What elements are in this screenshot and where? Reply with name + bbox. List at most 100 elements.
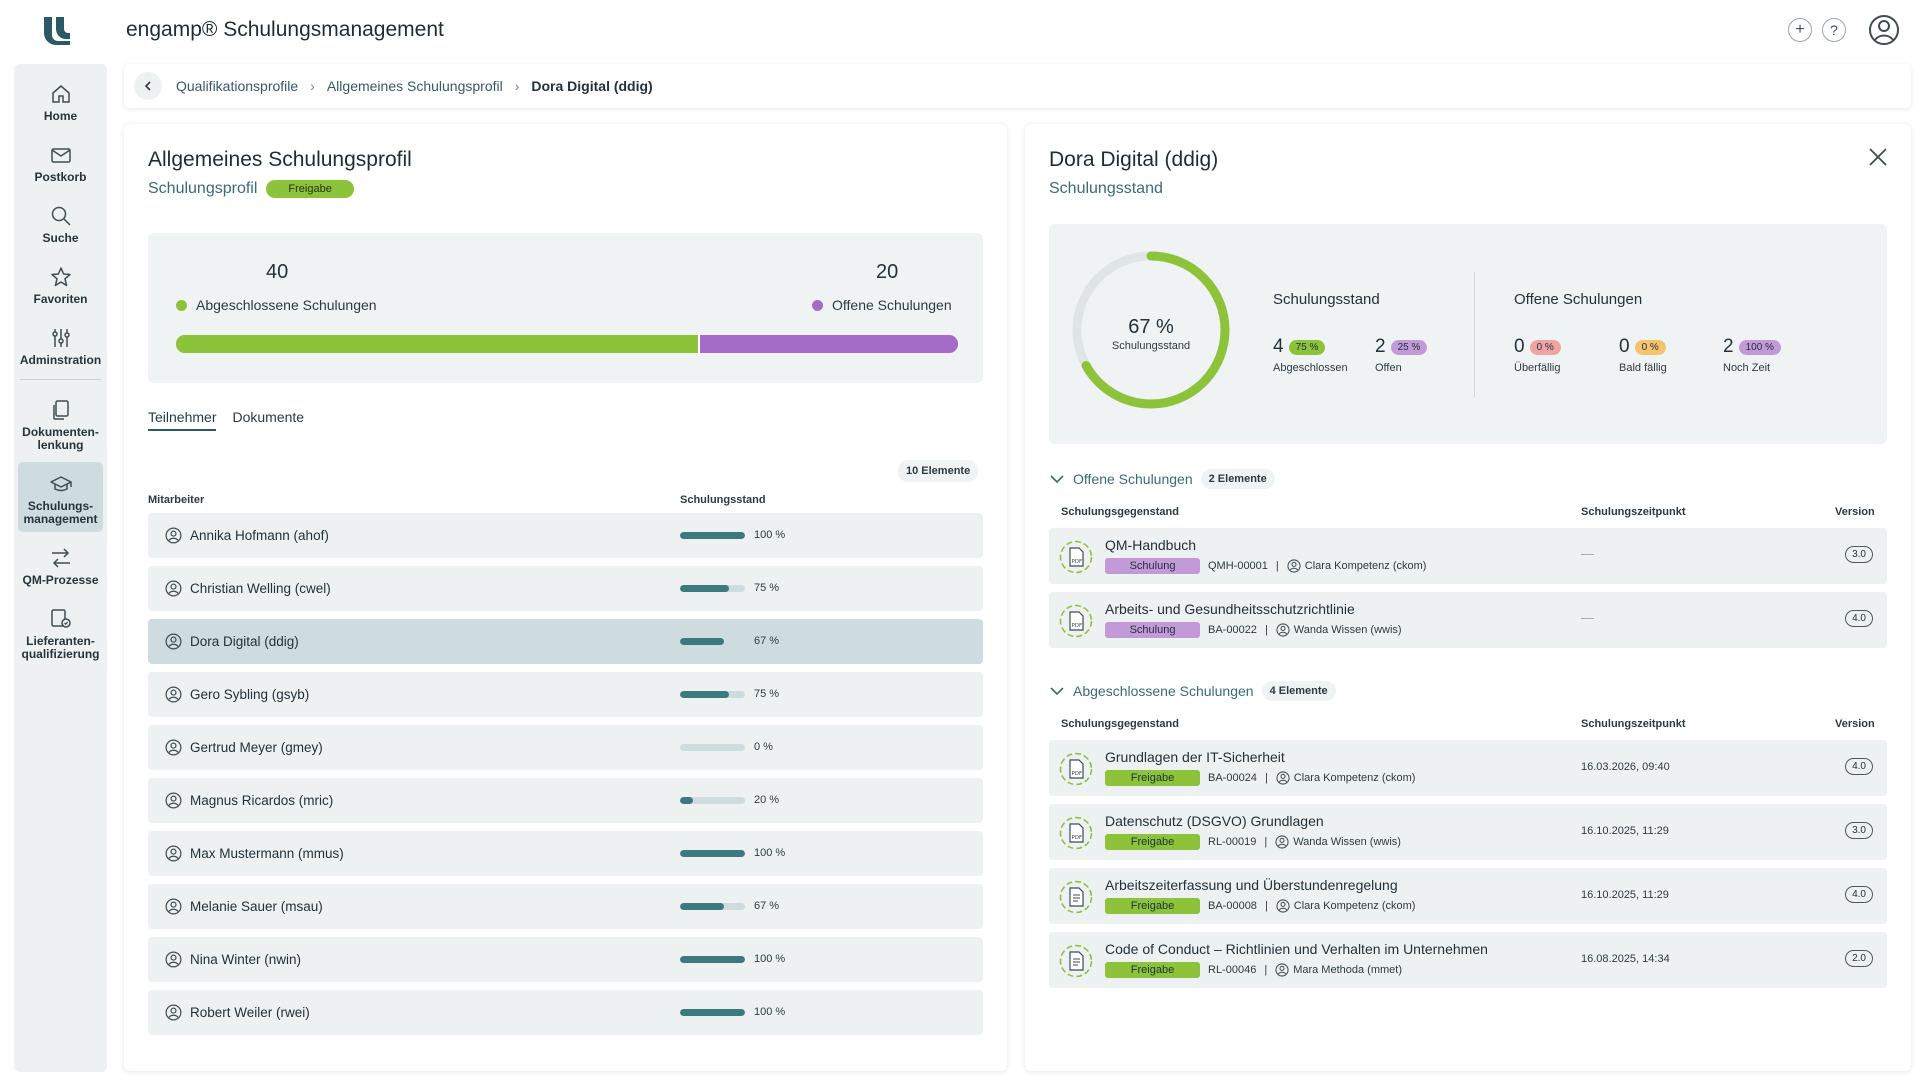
breadcrumb: Qualifikationsprofile › Allgemeines Schu… — [124, 64, 1911, 108]
separator: | — [1275, 560, 1279, 572]
progress-bar — [680, 903, 745, 910]
participant-row[interactable]: Robert Weiler (rwei) 100 % — [148, 990, 983, 1035]
participant-name: Christian Welling (cwel) — [190, 581, 331, 596]
document-code: BA-00024 — [1208, 772, 1257, 784]
participant-row[interactable]: Christian Welling (cwel) 75 % — [148, 566, 983, 611]
participant-row[interactable]: Gero Sybling (gsyb) 75 % — [148, 672, 983, 717]
completed-trainings-section-toggle[interactable]: Abgeschlossene Schulungen 4 Elemente — [1049, 681, 1336, 701]
participant-row[interactable]: Annika Hofmann (ahof) 100 % — [148, 513, 983, 558]
document-icon — [1059, 880, 1093, 914]
participant-name: Annika Hofmann (ahof) — [190, 528, 329, 543]
responsible-user: Mara Methoda (mmet) — [1275, 963, 1402, 977]
close-icon[interactable] — [1867, 146, 1889, 168]
training-title: Code of Conduct – Richtlinien und Verhal… — [1105, 941, 1488, 957]
ring-percentage: 67 % — [1128, 316, 1174, 338]
section-title: Offene Schulungen — [1073, 471, 1193, 487]
column-header-subject: Schulungsgegenstand — [1061, 718, 1179, 730]
user-name: Clara Kompetenz (ckom) — [1293, 772, 1416, 784]
mail-icon — [50, 148, 71, 163]
open-legend: Offene Schulungen — [812, 297, 952, 313]
sidebar-item-administration[interactable]: Adminstration — [18, 316, 103, 373]
help-button[interactable]: ? — [1822, 18, 1846, 42]
sidebar-item-label: QM-Prozesse — [22, 573, 99, 587]
sidebar-item-postkorb[interactable]: Postkorb — [18, 133, 103, 190]
status-badge: Freigabe — [266, 180, 354, 198]
training-tag: Schulung — [1105, 558, 1200, 574]
user-icon — [1276, 771, 1290, 785]
sidebar-item-favoriten[interactable]: Favoriten — [18, 255, 103, 312]
training-title: Grundlagen der IT-Sicherheit — [1105, 749, 1285, 765]
training-row[interactable]: PDF Datenschutz (DSGVO) Grundlagen Freigab… — [1049, 804, 1887, 860]
training-row[interactable]: Code of Conduct – Richtlinien und Verhal… — [1049, 932, 1887, 988]
user-icon — [165, 845, 182, 862]
green-dot-icon — [176, 299, 187, 311]
sidebar-item-lieferantenqualifizierung[interactable]: Lieferanten- qualifizierung — [18, 597, 103, 667]
responsible-user: Wanda Wissen (wwis) — [1275, 835, 1401, 849]
user-avatar-icon[interactable] — [1868, 14, 1900, 46]
participant-row[interactable]: Magnus Ricardos (mric) 20 % — [148, 778, 983, 823]
open-trainings-section-toggle[interactable]: Offene Schulungen 2 Elemente — [1049, 469, 1275, 489]
training-time: 16.03.2026, 09:40 — [1581, 761, 1670, 773]
participant-row[interactable]: Max Mustermann (mmus) 100 % — [148, 831, 983, 876]
chevron-right-icon: › — [310, 78, 315, 94]
breadcrumb-item-qualifikationsprofile[interactable]: Qualifikationsprofile — [176, 78, 299, 94]
plus-icon: + — [1795, 21, 1805, 38]
completed-count: 40 — [266, 261, 289, 283]
training-row[interactable]: PDF Grundlagen der IT-Sicherheit Freigabe B… — [1049, 740, 1887, 796]
sidebar-item-label: Dokumenten- lenkung — [22, 425, 99, 452]
sidebar-item-home[interactable]: Home — [18, 72, 103, 129]
purple-dot-icon — [812, 299, 823, 311]
training-row[interactable]: PDF Arbeits- und Gesundheitsschutzrichtli… — [1049, 592, 1887, 648]
top-bar: engamp® Schulungsmanagement + ? — [0, 0, 1926, 62]
sidebar-item-dokumentenlenkung[interactable]: Dokumenten- lenkung — [18, 388, 103, 458]
pdf-icon: PDF — [1059, 540, 1093, 574]
add-button[interactable]: + — [1788, 18, 1812, 42]
pdf-icon: PDF — [1059, 816, 1093, 850]
participant-row[interactable]: Dora Digital (ddig) 67 % — [148, 619, 983, 664]
sidebar-item-label: Postkorb — [34, 170, 87, 184]
responsible-user: Clara Kompetenz (ckom) — [1287, 559, 1426, 573]
training-meta: Freigabe BA-00008 | Clara Kompetenz (ckom) — [1105, 898, 1415, 914]
user-icon — [165, 527, 182, 544]
engamp-logo[interactable] — [41, 15, 73, 47]
sidebar-item-qm-prozesse[interactable]: QM-Prozesse — [18, 536, 103, 593]
training-row[interactable]: Arbeitszeiterfassung und Überstundenrege… — [1049, 868, 1887, 924]
training-summary: 40 Abgeschlossene Schulungen 20 Offene S… — [148, 233, 983, 383]
tab-teilnehmer[interactable]: Teilnehmer — [148, 409, 217, 431]
separator: | — [1264, 836, 1268, 848]
training-tag: Freigabe — [1105, 770, 1200, 786]
user-icon — [165, 580, 182, 597]
tab-dokumente[interactable]: Dokumente — [232, 409, 305, 425]
training-meta: Schulung QMH-00001 | Clara Kompetenz (ckom) — [1105, 558, 1426, 574]
completion-bar-completed — [176, 335, 698, 353]
training-tag: Freigabe — [1105, 898, 1200, 914]
progress-bar — [680, 744, 745, 751]
training-title: QM-Handbuch — [1105, 537, 1197, 553]
column-header-version: Version — [1835, 506, 1875, 518]
sidebar-item-label: Adminstration — [19, 353, 102, 367]
separator: | — [1264, 900, 1268, 912]
sidebar-item-label: Lieferanten- qualifizierung — [21, 634, 100, 661]
progress-percent: 20 % — [754, 794, 780, 806]
document-code: BA-00008 — [1208, 900, 1257, 912]
participant-row[interactable]: Gertrud Meyer (gmey) 0 % — [148, 725, 983, 770]
participant-row[interactable]: Nina Winter (nwin) 100 % — [148, 937, 983, 982]
breadcrumb-item-profile[interactable]: Allgemeines Schulungsprofil — [326, 78, 503, 94]
back-button[interactable] — [134, 72, 162, 100]
open-label: Offene Schulungen — [832, 297, 952, 313]
training-tag: Freigabe — [1105, 962, 1200, 978]
progress-bar — [680, 585, 745, 592]
training-row[interactable]: PDF QM-Handbuch Schulung QMH-00001 | Clara Ko… — [1049, 528, 1887, 584]
column-header-status: Schulungsstand — [680, 494, 766, 506]
user-icon — [165, 739, 182, 756]
sidebar-item-suche[interactable]: Suche — [18, 194, 103, 251]
training-meta: Freigabe RL-00019 | Wanda Wissen (wwis) — [1105, 834, 1401, 850]
star-icon — [50, 267, 71, 287]
sidebar-item-label: Suche — [42, 231, 79, 245]
user-name: Mara Methoda (mmet) — [1293, 964, 1402, 976]
sidebar-divider — [20, 379, 101, 380]
sidebar-item-schulungsmanagement[interactable]: Schulungs- management — [18, 462, 103, 532]
chevron-right-icon: › — [514, 78, 520, 94]
help-icon: ? — [1830, 22, 1838, 38]
participant-row[interactable]: Melanie Sauer (msau) 67 % — [148, 884, 983, 929]
